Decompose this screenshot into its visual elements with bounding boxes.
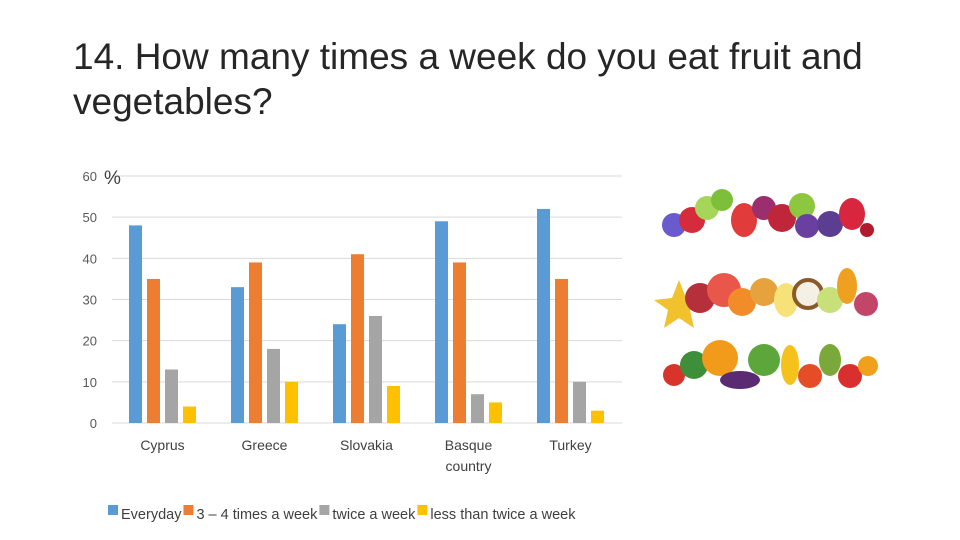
bar-less-than-twice-a-week-3 bbox=[489, 402, 502, 423]
y-tick-label: 0 bbox=[90, 416, 97, 431]
legend-label: 3 – 4 times a week bbox=[196, 507, 318, 523]
legend-label: twice a week bbox=[332, 507, 416, 523]
legend-swatch bbox=[108, 505, 118, 515]
y-tick-label: 60 bbox=[83, 169, 97, 184]
bar-less-than-twice-a-week-2 bbox=[387, 385, 400, 423]
bar-3-4-times-a-week-1 bbox=[249, 262, 262, 423]
vegetables-row-icon bbox=[663, 340, 878, 389]
category-label: Basque bbox=[445, 437, 493, 453]
category-label: Greece bbox=[242, 437, 288, 453]
bar-twice-a-week-3 bbox=[471, 394, 484, 423]
bar-everyday-1 bbox=[231, 287, 244, 423]
legend-swatch bbox=[183, 505, 194, 515]
bar-everyday-2 bbox=[333, 324, 346, 423]
bar-twice-a-week-2 bbox=[369, 315, 382, 423]
bars bbox=[129, 208, 604, 423]
bar-everyday-3 bbox=[435, 221, 448, 423]
legend-swatch bbox=[319, 505, 330, 515]
category-label: Slovakia bbox=[340, 437, 393, 453]
y-axis-ticks: 0 10 20 30 40 50 60 bbox=[83, 169, 97, 431]
bar-3-4-times-a-week-3 bbox=[453, 262, 466, 423]
y-tick-label: 30 bbox=[83, 293, 97, 308]
legend: Everyday 3 – 4 times a week twice a week le… bbox=[108, 505, 576, 523]
bar-everyday-4 bbox=[537, 208, 550, 423]
bar-3-4-times-a-week-0 bbox=[147, 278, 160, 423]
bar-less-than-twice-a-week-1 bbox=[285, 381, 298, 423]
category-label: Turkey bbox=[549, 437, 591, 453]
y-tick-label: 50 bbox=[83, 210, 97, 225]
y-tick-label: 40 bbox=[83, 251, 97, 266]
y-tick-label: 20 bbox=[83, 334, 97, 349]
y-unit-label: % bbox=[104, 168, 121, 189]
slide-title: 14. How many times a week do you eat fru… bbox=[73, 36, 863, 122]
category-label: country bbox=[446, 458, 492, 474]
x-axis-categories: Cyprus Greece Slovakia Basque country Turkey bbox=[140, 437, 591, 474]
bar-less-than-twice-a-week-4 bbox=[591, 410, 604, 423]
berries-row-icon bbox=[662, 189, 874, 238]
legend-label: Everyday bbox=[121, 507, 182, 523]
legend-label: less than twice a week bbox=[430, 507, 576, 523]
fruit-vegetables-illustration bbox=[654, 189, 878, 389]
bar-less-than-twice-a-week-0 bbox=[183, 406, 196, 423]
bar-twice-a-week-0 bbox=[165, 369, 178, 423]
legend-swatch bbox=[417, 505, 428, 515]
y-tick-label: 10 bbox=[83, 375, 97, 390]
bar-3-4-times-a-week-4 bbox=[555, 278, 568, 423]
bar-twice-a-week-1 bbox=[267, 348, 280, 423]
bar-3-4-times-a-week-2 bbox=[351, 254, 364, 423]
category-label: Cyprus bbox=[140, 437, 184, 453]
bar-twice-a-week-4 bbox=[573, 381, 586, 423]
tropical-fruits-row-icon bbox=[654, 268, 878, 328]
bar-everyday-0 bbox=[129, 225, 142, 423]
